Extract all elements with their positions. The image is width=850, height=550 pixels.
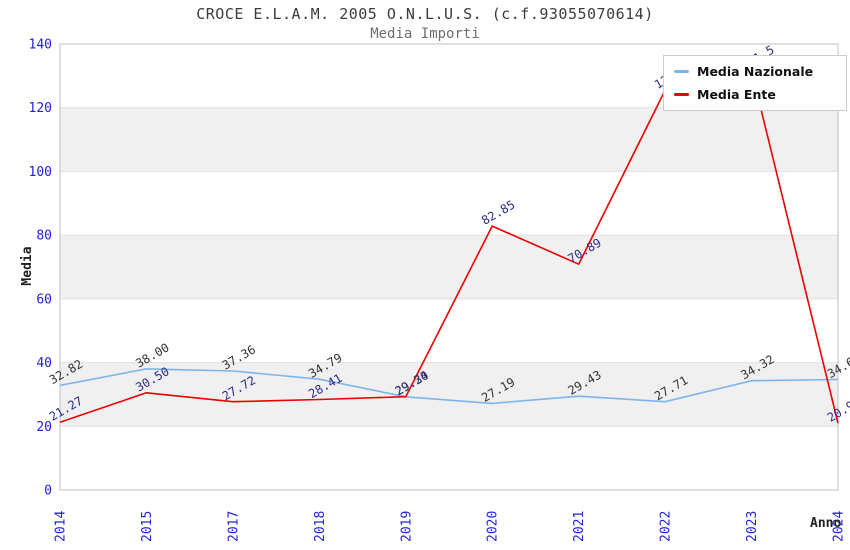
plot-border bbox=[59, 43, 839, 491]
y-tick-label: 100 bbox=[29, 165, 52, 180]
x-tick-label: 2021 bbox=[572, 511, 587, 542]
legend-line-sample-nazionale bbox=[674, 70, 689, 73]
y-tick-label: 120 bbox=[29, 101, 52, 116]
legend-line-sample-ente bbox=[674, 93, 689, 96]
x-tick-label: 2024 bbox=[832, 511, 847, 542]
y-tick-label: 140 bbox=[29, 38, 52, 53]
data-label: 82.85 bbox=[479, 198, 517, 228]
x-tick-label: 2022 bbox=[659, 511, 674, 542]
legend-item-media-ente[interactable]: Media Ente bbox=[674, 87, 836, 102]
y-tick-label: 60 bbox=[36, 292, 52, 307]
chart-subtitle: Media Importi bbox=[370, 26, 480, 42]
plot-band bbox=[60, 235, 838, 299]
x-tick-label: 2023 bbox=[745, 511, 760, 542]
plot-band bbox=[60, 362, 838, 427]
y-axis-title: Media bbox=[20, 246, 35, 286]
y-tick-label: 0 bbox=[44, 484, 52, 499]
plot-band bbox=[60, 107, 838, 172]
data-label: 34.68 bbox=[825, 351, 850, 381]
x-tick-label: 2015 bbox=[140, 511, 155, 542]
legend-label: Media Nazionale bbox=[697, 64, 814, 79]
legend: Media Nazionale Media Ente bbox=[663, 55, 847, 111]
x-tick-label: 2017 bbox=[226, 511, 241, 542]
y-tick-label: 40 bbox=[36, 356, 52, 371]
y-tick-label: 80 bbox=[36, 229, 52, 244]
x-tick-label: 2014 bbox=[54, 511, 69, 542]
x-tick-label: 2018 bbox=[313, 511, 328, 542]
chart-title: CROCE E.L.A.M. 2005 O.N.L.U.S. (c.f.9305… bbox=[196, 5, 654, 23]
x-tick-label: 2019 bbox=[399, 511, 414, 542]
y-tick-label: 20 bbox=[36, 420, 52, 435]
legend-item-media-nazionale[interactable]: Media Nazionale bbox=[674, 64, 836, 79]
series-line-media-nazionale bbox=[59, 368, 839, 405]
legend-label: Media Ente bbox=[697, 87, 776, 102]
x-tick-label: 2020 bbox=[486, 511, 501, 542]
x-axis-title: Anno bbox=[810, 516, 842, 531]
